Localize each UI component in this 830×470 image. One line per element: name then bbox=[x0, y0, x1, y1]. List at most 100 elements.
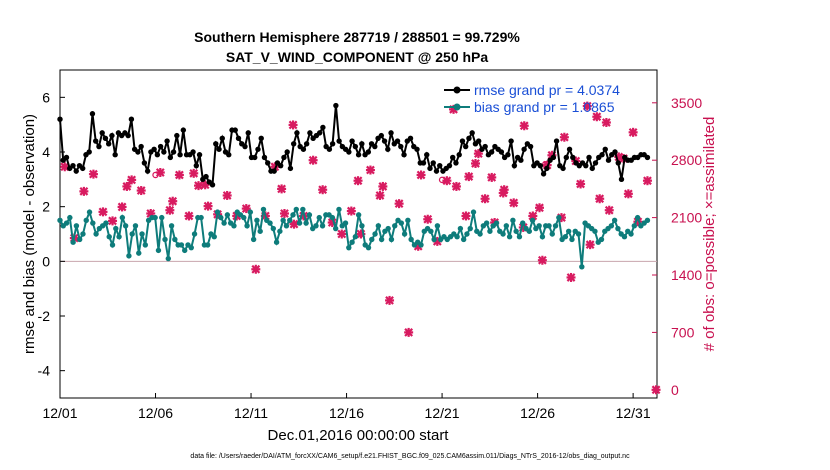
bias-point bbox=[218, 214, 224, 221]
bias-point bbox=[464, 231, 470, 237]
bias-point bbox=[172, 236, 178, 243]
bias-point bbox=[280, 217, 286, 224]
x-tick-label: 12/16 bbox=[329, 405, 364, 421]
bias-point bbox=[408, 236, 414, 243]
bias-point bbox=[83, 217, 89, 224]
obs-assimilated-marker bbox=[404, 327, 414, 337]
rmse-point bbox=[102, 135, 109, 142]
y-tick-label: 4 bbox=[42, 144, 50, 160]
bias-point bbox=[313, 223, 319, 229]
bias-point bbox=[126, 253, 132, 259]
obs-assimilated-marker bbox=[595, 194, 605, 204]
rmse-point bbox=[93, 138, 99, 144]
obs-assimilated-marker bbox=[136, 186, 146, 196]
bias-point bbox=[76, 236, 83, 243]
rmse-point bbox=[498, 149, 505, 155]
bias-point bbox=[300, 206, 306, 213]
obs-assimilated-marker bbox=[365, 165, 375, 175]
x-axis: 12/01 12/06 12/11 12/16 12/21 12/26 12/31 bbox=[42, 393, 651, 421]
bias-point bbox=[106, 234, 112, 240]
rmse-point bbox=[475, 138, 482, 144]
obs-assimilated-marker bbox=[165, 205, 175, 215]
x-tick-label: 12/06 bbox=[138, 405, 173, 421]
bias-point bbox=[191, 231, 198, 237]
bias-point bbox=[615, 225, 621, 232]
obs-assimilated-marker bbox=[184, 211, 194, 221]
bias-point bbox=[598, 236, 605, 243]
bias-point bbox=[290, 212, 296, 218]
rmse-point bbox=[521, 146, 527, 152]
rmse-point bbox=[154, 152, 161, 158]
obs-assimilated-marker bbox=[464, 172, 474, 182]
bias-point bbox=[431, 236, 437, 243]
bias-point bbox=[162, 236, 168, 243]
bias-point bbox=[152, 214, 158, 221]
obs-assimilated-marker bbox=[108, 216, 118, 226]
bias-point bbox=[385, 225, 391, 232]
bias-point bbox=[349, 239, 355, 245]
rmse-point bbox=[466, 135, 472, 142]
obs-assimilated-marker bbox=[279, 209, 289, 218]
rmse-point bbox=[553, 138, 560, 144]
bias-point bbox=[378, 236, 385, 243]
rmse-point bbox=[505, 152, 511, 158]
rmse-point bbox=[355, 152, 362, 158]
obs-assimilated-marker bbox=[585, 240, 595, 250]
bias-point bbox=[355, 212, 362, 218]
rmse-point bbox=[86, 149, 92, 155]
bias-point bbox=[477, 231, 483, 237]
rmse-point bbox=[570, 154, 576, 161]
bias-point bbox=[159, 214, 165, 221]
bias-point bbox=[388, 236, 395, 243]
obs-assimilated-marker bbox=[601, 117, 611, 127]
bias-point bbox=[359, 223, 365, 229]
obs-assimilated-marker bbox=[378, 181, 388, 191]
rmse-point bbox=[407, 135, 414, 142]
rmse-point bbox=[73, 168, 79, 174]
bias-point bbox=[136, 250, 142, 256]
rmse-point bbox=[401, 152, 407, 158]
y-tick-label: -4 bbox=[38, 363, 51, 379]
rmse-point bbox=[540, 171, 547, 177]
bias-point bbox=[506, 234, 513, 240]
bias-point bbox=[487, 228, 493, 234]
bias-point bbox=[122, 223, 129, 229]
obs-assimilated-marker bbox=[394, 199, 404, 209]
series-layer bbox=[57, 102, 651, 270]
obs-assimilated-marker bbox=[277, 184, 287, 194]
bias-point bbox=[86, 209, 93, 215]
rmse-point bbox=[261, 154, 268, 161]
bias-point bbox=[319, 223, 326, 229]
obs-assimilated-marker bbox=[203, 201, 213, 211]
bias-point bbox=[90, 220, 96, 226]
bias-point bbox=[470, 209, 477, 215]
rmse-point bbox=[359, 141, 365, 147]
rmse-point bbox=[265, 160, 271, 166]
obs-assimilated-marker bbox=[222, 190, 232, 200]
bias-point bbox=[526, 228, 533, 234]
obs-assimilated-marker bbox=[189, 168, 199, 178]
chart-title: Southern Hemisphere 287719 / 288501 = 99… bbox=[194, 29, 520, 45]
bias-point bbox=[556, 214, 562, 221]
rmse-point bbox=[560, 165, 566, 172]
rmse-point bbox=[329, 141, 336, 147]
rmse-point bbox=[462, 143, 469, 150]
obs-assimilated-marker bbox=[122, 181, 132, 191]
y-right-tick-label: 0 bbox=[671, 382, 679, 398]
obs-assimilated-marker bbox=[127, 175, 137, 185]
bias-point bbox=[204, 242, 211, 248]
rmse-point bbox=[203, 173, 209, 180]
rmse-point bbox=[336, 138, 342, 144]
bias-point bbox=[510, 217, 516, 224]
bias-point bbox=[332, 225, 339, 232]
rmse-point bbox=[508, 138, 514, 144]
y-tick-label: 2 bbox=[42, 199, 50, 215]
rmse-point bbox=[550, 154, 557, 161]
bias-point bbox=[369, 236, 375, 243]
bias-point bbox=[342, 220, 349, 226]
bias-point bbox=[392, 223, 398, 229]
rmse-point bbox=[398, 143, 404, 150]
rmse-point bbox=[307, 130, 313, 136]
bias-point bbox=[165, 255, 172, 262]
obs-assimilated-marker bbox=[337, 229, 347, 239]
